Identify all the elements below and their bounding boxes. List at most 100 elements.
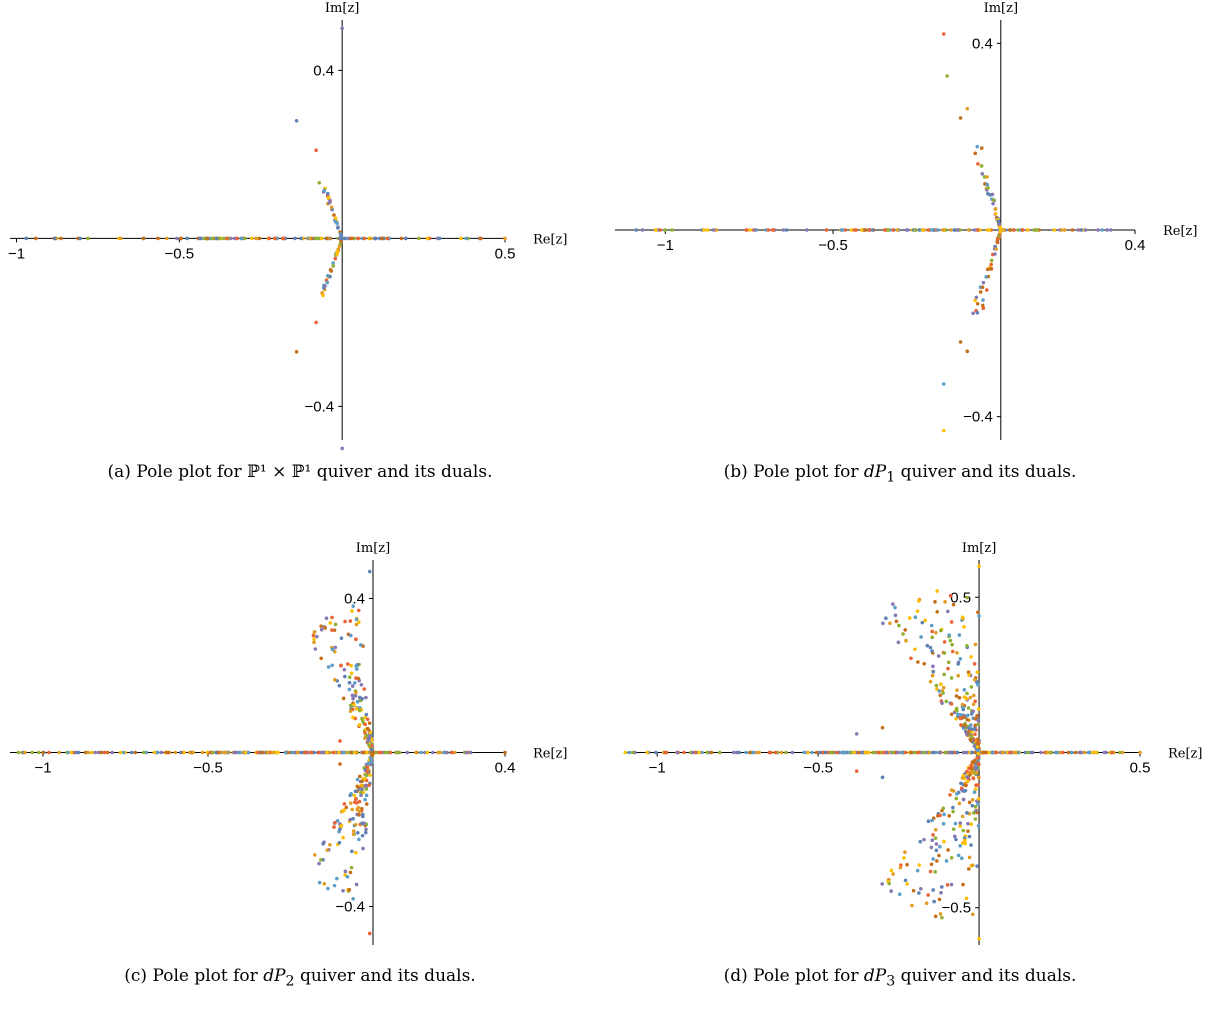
data-point bbox=[903, 750, 908, 755]
data-point bbox=[503, 236, 507, 241]
data-point bbox=[363, 736, 367, 740]
data-point bbox=[191, 750, 196, 755]
data-point bbox=[293, 236, 297, 241]
data-point bbox=[254, 236, 258, 241]
data-point bbox=[981, 280, 986, 285]
data-point bbox=[962, 695, 967, 699]
data-point bbox=[924, 901, 929, 906]
data-point bbox=[321, 293, 325, 298]
data-point bbox=[358, 643, 363, 647]
data-point bbox=[964, 896, 969, 901]
data-point bbox=[237, 750, 242, 755]
data-point bbox=[880, 725, 885, 730]
data-point bbox=[330, 663, 334, 668]
data-point bbox=[768, 750, 773, 755]
data-point bbox=[961, 797, 966, 802]
data-point bbox=[352, 681, 357, 685]
data-point bbox=[958, 824, 962, 828]
data-point bbox=[348, 619, 353, 623]
x-tick-label-d-1: −0.5 bbox=[803, 760, 833, 777]
data-point bbox=[993, 207, 998, 211]
x-tick-label-b-1: −0.5 bbox=[818, 237, 848, 254]
caption-d-rest: quiver and its duals. bbox=[900, 966, 1077, 986]
data-point bbox=[967, 834, 972, 839]
data-point bbox=[464, 236, 468, 241]
data-point bbox=[105, 750, 110, 755]
y-axis-label-a: Im[z] bbox=[325, 1, 359, 16]
data-point bbox=[949, 228, 953, 232]
data-point bbox=[965, 811, 969, 815]
data-point bbox=[266, 750, 270, 755]
data-point bbox=[995, 237, 1000, 241]
data-point bbox=[339, 233, 343, 238]
data-point bbox=[979, 146, 984, 150]
data-point bbox=[986, 186, 990, 190]
data-point bbox=[941, 382, 946, 386]
data-point bbox=[53, 236, 57, 241]
data-point bbox=[933, 870, 937, 874]
data-point bbox=[984, 275, 988, 279]
data-point bbox=[958, 844, 962, 848]
data-point bbox=[893, 605, 897, 610]
data-point bbox=[1016, 750, 1021, 755]
data-point bbox=[369, 756, 373, 760]
data-point bbox=[182, 750, 187, 755]
data-point bbox=[881, 621, 885, 626]
data-point bbox=[747, 750, 752, 755]
data-point bbox=[952, 228, 957, 232]
data-point bbox=[313, 647, 318, 651]
data-point bbox=[974, 771, 979, 775]
data-point bbox=[1002, 228, 1007, 232]
data-point bbox=[353, 822, 358, 827]
data-point bbox=[271, 750, 276, 755]
data-point bbox=[357, 708, 362, 713]
data-point bbox=[968, 773, 972, 777]
data-point bbox=[919, 635, 923, 639]
data-point bbox=[904, 228, 909, 232]
data-point bbox=[932, 899, 936, 904]
data-point bbox=[356, 830, 360, 835]
data-point bbox=[337, 750, 341, 755]
data-point bbox=[951, 789, 956, 793]
data-point bbox=[956, 662, 961, 666]
data-point bbox=[367, 931, 372, 936]
data-point bbox=[961, 773, 966, 778]
data-point bbox=[950, 750, 954, 755]
data-point bbox=[325, 848, 330, 852]
data-point bbox=[365, 770, 370, 774]
data-point bbox=[340, 237, 344, 241]
data-point bbox=[714, 228, 719, 232]
data-point bbox=[331, 750, 335, 755]
data-point bbox=[922, 661, 926, 666]
data-point bbox=[985, 175, 989, 179]
data-point bbox=[350, 609, 354, 613]
data-point bbox=[316, 750, 321, 755]
data-point bbox=[751, 750, 755, 755]
data-point bbox=[337, 244, 342, 248]
data-point bbox=[806, 750, 810, 755]
data-point bbox=[351, 696, 355, 701]
data-point bbox=[350, 849, 354, 854]
chart-b: −1 −0.5 0.4 0.4 −0.4 Re[z] Im[z] bbox=[615, 1, 1197, 440]
data-point bbox=[24, 236, 29, 241]
data-point bbox=[354, 676, 358, 680]
data-point bbox=[90, 750, 94, 755]
data-point bbox=[367, 783, 371, 788]
x-tick-label-a-0: −1 bbox=[8, 245, 25, 262]
data-point bbox=[849, 750, 853, 755]
data-point bbox=[1045, 750, 1049, 755]
data-point bbox=[960, 702, 965, 707]
caption-d: (d) Pole plot for dP3 quiver and its dua… bbox=[600, 966, 1200, 989]
x-tick-label-c-0: −1 bbox=[34, 760, 51, 777]
data-point bbox=[963, 838, 967, 843]
data-point bbox=[773, 750, 778, 755]
caption-b-sub: 1 bbox=[886, 469, 896, 486]
data-point bbox=[918, 839, 923, 844]
data-point bbox=[937, 750, 942, 755]
data-point bbox=[898, 865, 903, 870]
data-point bbox=[923, 618, 927, 623]
data-point bbox=[332, 825, 336, 829]
x-tick-label-b-0: −1 bbox=[657, 237, 674, 254]
data-point bbox=[367, 569, 372, 574]
caption-c: (c) Pole plot for dP2 quiver and its dua… bbox=[0, 966, 600, 989]
